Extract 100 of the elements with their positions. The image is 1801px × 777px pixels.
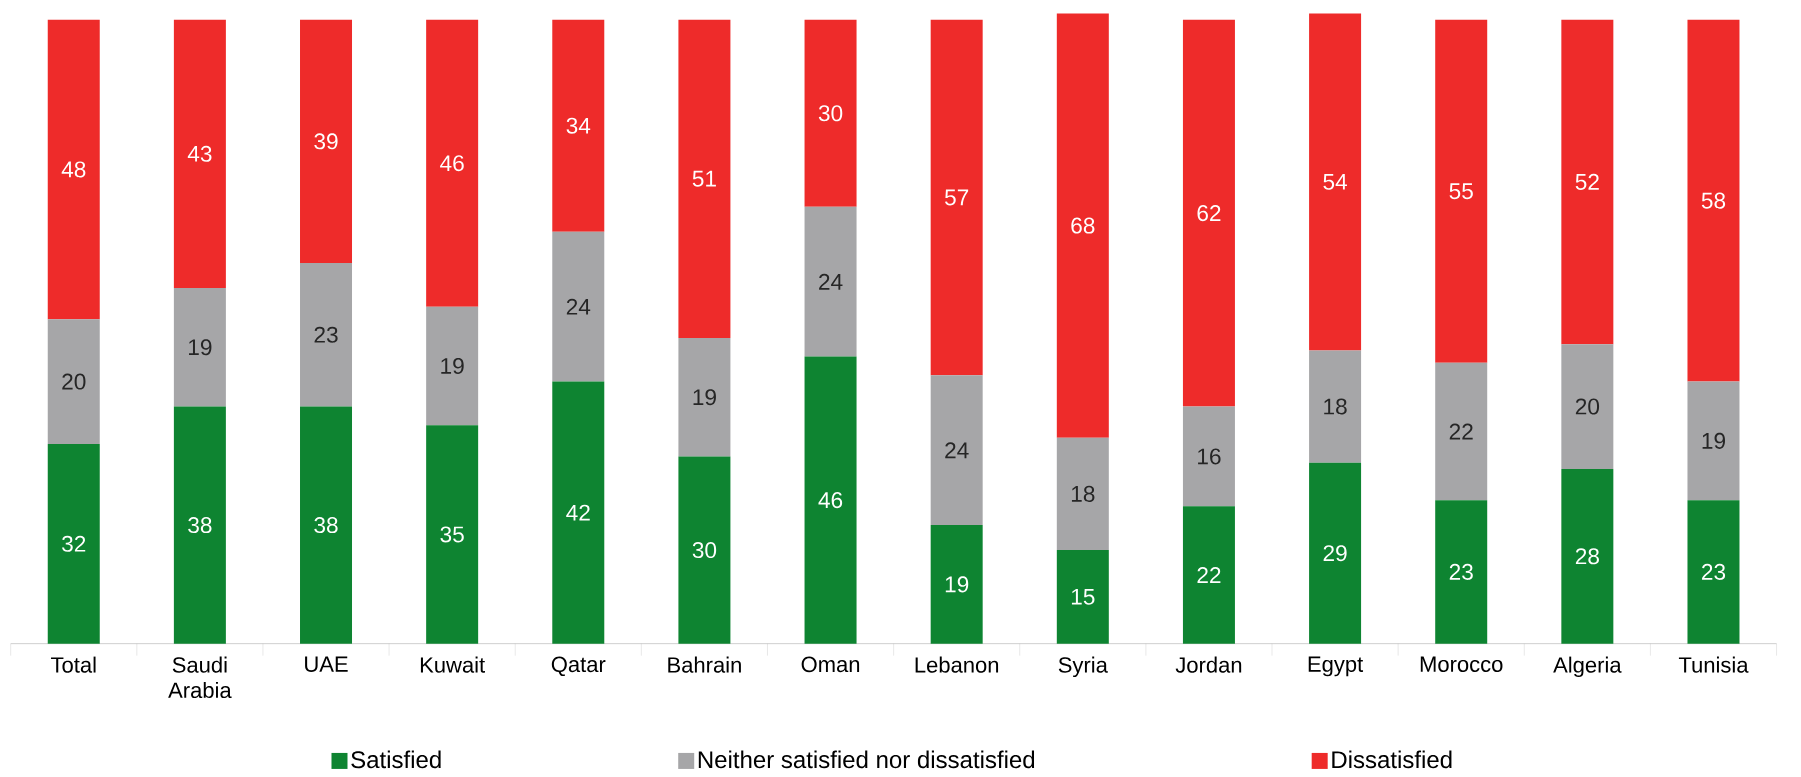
bar <box>1435 362 1488 501</box>
x-tick-label: Total <box>51 656 96 673</box>
data-label: 19 <box>189 339 212 356</box>
data-label: 46 <box>818 492 843 509</box>
data-label: 39 <box>314 133 338 150</box>
x-tick-label: Oman <box>801 656 860 673</box>
data-label: 35 <box>440 526 464 543</box>
data-label: 20 <box>62 373 86 390</box>
bar <box>173 287 226 407</box>
bar <box>552 19 605 232</box>
bar <box>426 425 479 644</box>
data-label: 48 <box>61 161 86 178</box>
bar <box>426 306 479 426</box>
x-tick-label: Jordan <box>1175 656 1242 673</box>
bar <box>300 19 353 264</box>
data-label: 23 <box>1449 563 1473 580</box>
data-label: 29 <box>1323 545 1347 562</box>
bar <box>1435 19 1488 363</box>
bar <box>804 206 857 357</box>
x-tick-label: Bahrain <box>668 656 741 673</box>
bar <box>1056 437 1109 551</box>
bar <box>930 375 983 526</box>
bar <box>47 19 100 320</box>
x-tick-label: Morocco <box>1420 656 1503 672</box>
data-label: 51 <box>692 170 716 187</box>
bar <box>804 356 857 644</box>
bar <box>678 456 731 644</box>
x-tick-label: Syria <box>1058 656 1108 678</box>
data-label: 20 <box>1575 398 1600 415</box>
bar <box>300 263 353 407</box>
data-label: 24 <box>566 298 591 315</box>
bar <box>804 19 857 207</box>
data-label: 16 <box>1198 448 1221 465</box>
data-label: 19 <box>945 576 969 593</box>
x-tick-label: Qatar <box>551 656 606 677</box>
data-label: 22 <box>1197 567 1221 583</box>
data-label: 32 <box>62 535 86 552</box>
data-label: 42 <box>566 504 590 521</box>
bar <box>1561 468 1614 644</box>
x-tick-label: Algeria <box>1553 656 1622 678</box>
data-label: 54 <box>1323 173 1348 190</box>
data-label: 15 <box>1071 588 1095 605</box>
bar <box>1056 550 1109 644</box>
data-label: 38 <box>188 517 212 534</box>
bar <box>930 19 983 376</box>
bar <box>1182 506 1235 644</box>
data-label: 57 <box>944 189 969 206</box>
x-tick-label: UAE <box>305 656 348 672</box>
bar <box>1435 500 1488 644</box>
data-label: 34 <box>566 117 591 134</box>
bar <box>1561 344 1614 469</box>
data-label: 52 <box>1575 173 1599 190</box>
data-label: 24 <box>945 442 969 459</box>
data-label: 55 <box>1449 183 1473 200</box>
bar <box>47 319 100 444</box>
bar <box>47 443 100 644</box>
bar <box>678 337 731 457</box>
data-label: 30 <box>818 105 843 122</box>
bar <box>426 19 479 307</box>
bar <box>1309 350 1362 463</box>
data-label: 19 <box>693 389 716 406</box>
data-label: 46 <box>440 155 464 172</box>
data-label: 23 <box>1702 563 1726 580</box>
data-label: 18 <box>1071 485 1095 502</box>
bar <box>1561 19 1614 345</box>
bar <box>930 525 983 644</box>
data-label: 23 <box>314 326 338 343</box>
bar <box>300 406 353 644</box>
data-label: 58 <box>1701 192 1726 209</box>
data-label: 24 <box>819 273 843 290</box>
x-tick-label: Saudi Arabia <box>168 656 232 699</box>
bar <box>1687 381 1740 501</box>
x-tick-label: Tunisia <box>1678 656 1749 673</box>
bar <box>1687 19 1740 382</box>
bar <box>173 19 226 288</box>
x-tick-label: Egypt <box>1308 656 1364 677</box>
legend-label: Dissatisfied <box>1332 750 1452 769</box>
bar <box>1182 406 1235 507</box>
x-tick-label: Lebanon <box>915 656 999 673</box>
bar <box>1309 13 1362 351</box>
legend-label: Satisfied <box>351 750 441 769</box>
bar <box>552 381 605 644</box>
data-label: 38 <box>314 517 338 534</box>
legend-label: Neither satisfied nor dissatisfied <box>698 750 1035 769</box>
bar <box>678 19 731 338</box>
data-label: 19 <box>1702 432 1726 449</box>
data-label: 30 <box>692 542 717 559</box>
x-tick-label: Kuwait <box>420 656 485 673</box>
bar <box>1182 19 1235 407</box>
data-label: 18 <box>1324 398 1347 415</box>
data-label: 28 <box>1575 548 1599 565</box>
bar <box>1687 500 1740 644</box>
data-label: 68 <box>1071 217 1095 234</box>
data-label: 62 <box>1197 205 1221 222</box>
bar <box>1309 462 1362 644</box>
bar <box>552 231 605 382</box>
bar <box>173 406 226 644</box>
data-label: 22 <box>1449 423 1473 440</box>
data-label: 43 <box>187 145 212 162</box>
data-label: 19 <box>441 357 464 375</box>
